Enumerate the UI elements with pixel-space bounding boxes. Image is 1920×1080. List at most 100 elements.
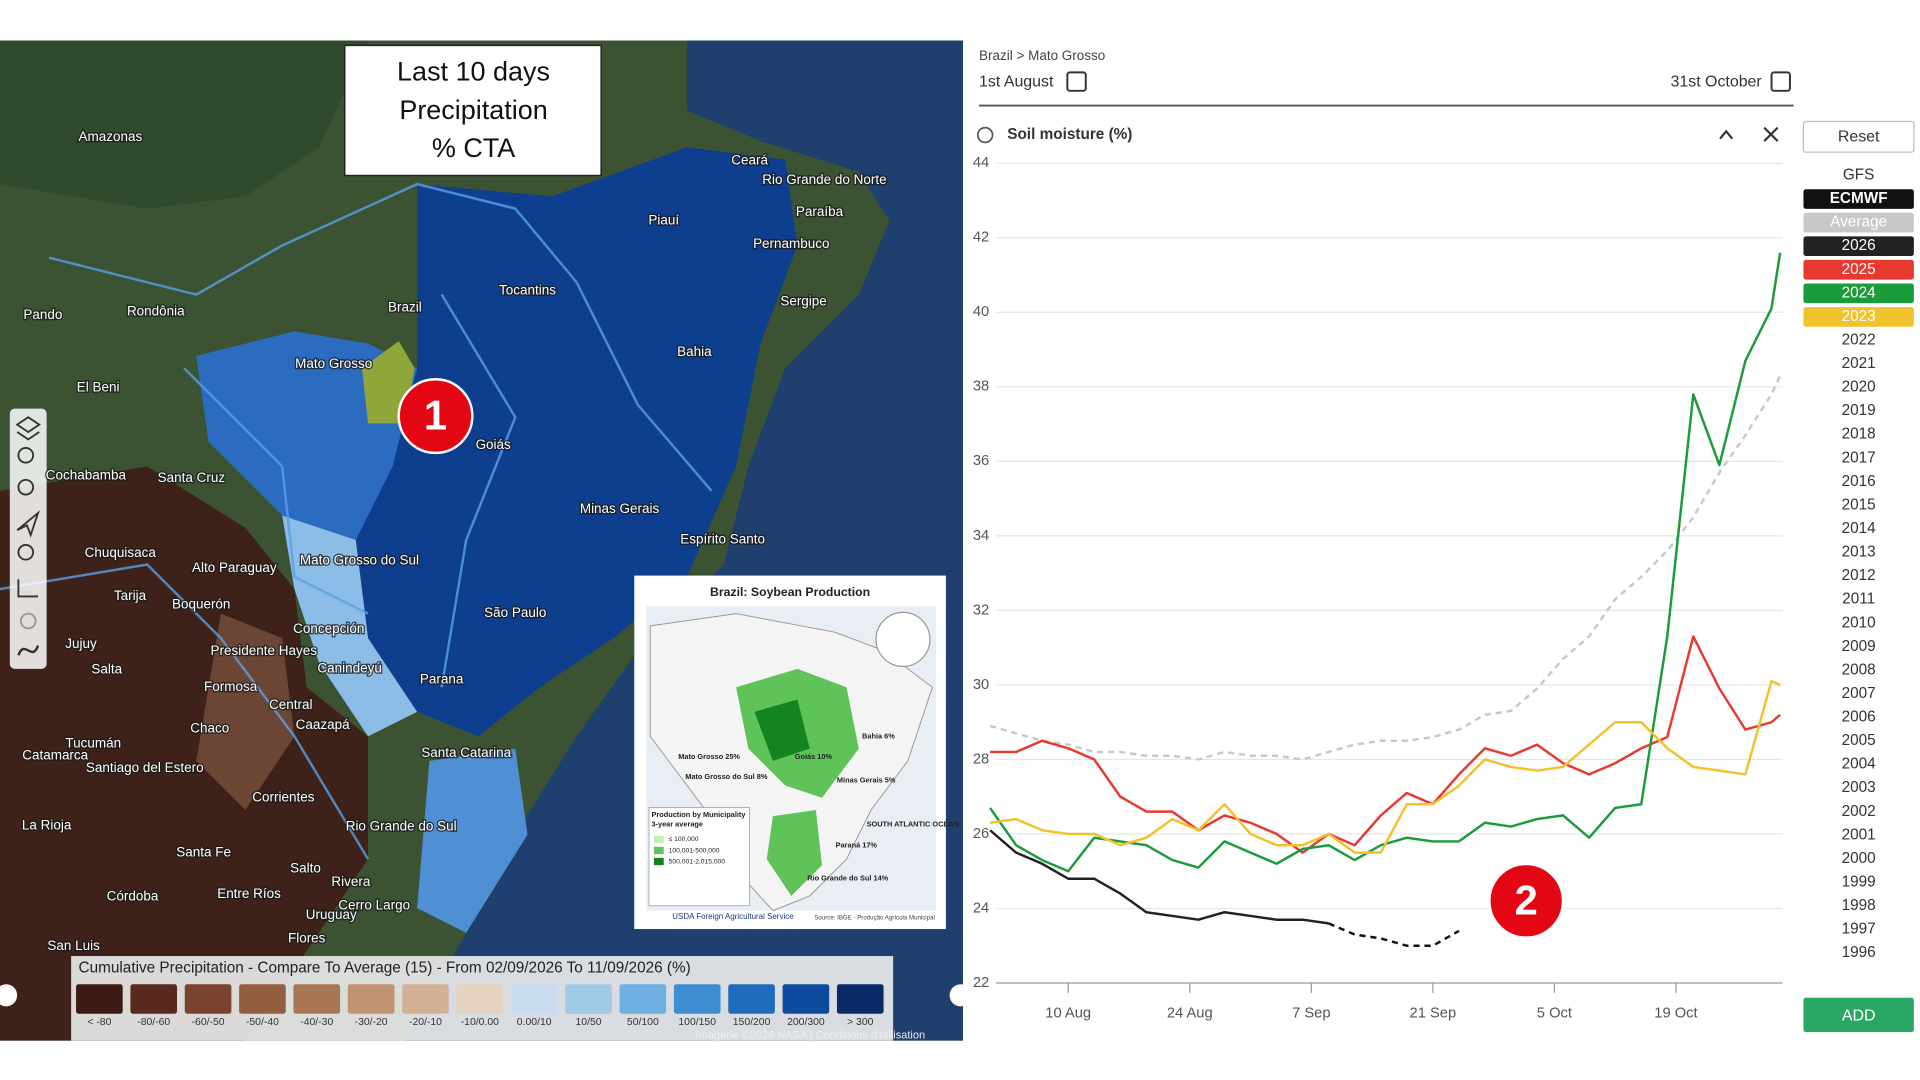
series-line <box>1328 922 1460 947</box>
map-label: Córdoba <box>107 889 159 904</box>
legend-entry[interactable]: 2014 <box>1842 520 1877 537</box>
draw-button[interactable] <box>17 645 40 656</box>
legend-entry[interactable]: 2013 <box>1842 544 1876 561</box>
legend-entry[interactable]: 1996 <box>1842 944 1876 961</box>
prev-button[interactable] <box>0 984 18 1007</box>
map-label: Mato Grosso <box>295 356 372 371</box>
map-label: Rondônia <box>127 303 185 318</box>
map-toolbar <box>9 408 47 669</box>
legend-swatch[interactable] <box>1803 212 1914 233</box>
callout-box <box>344 44 602 177</box>
x-tick-label: 19 Oct <box>1654 1006 1697 1022</box>
legend-entry[interactable]: 2019 <box>1842 402 1876 419</box>
legend-swatch[interactable] <box>1803 236 1914 257</box>
close-button[interactable] <box>1763 126 1779 142</box>
inset-legend <box>648 807 750 907</box>
annotation-2: 2 <box>1488 862 1565 939</box>
legend-entry[interactable]: 2008 <box>1842 661 1876 678</box>
inset-map: Brazil: Soybean Production Production by… <box>634 575 959 930</box>
y-tick-label: 34 <box>973 528 989 544</box>
annotation-marker <box>397 378 474 455</box>
legend-entry[interactable]: 2018 <box>1842 426 1876 443</box>
map-label: Espírito Santo <box>680 532 765 547</box>
legend-entry[interactable]: 2022 <box>1842 331 1876 348</box>
legend-entry[interactable]: 2004 <box>1842 756 1877 773</box>
legend-entry[interactable]: 2005 <box>1842 732 1876 749</box>
collapse-button[interactable] <box>1719 129 1734 140</box>
legend-entry[interactable]: 2007 <box>1842 685 1876 702</box>
inset-legend-swatch <box>653 846 664 855</box>
legend-bin-label: 100/150 <box>678 1017 716 1028</box>
legend-entry[interactable]: 2012 <box>1842 567 1876 584</box>
inset-soy <box>766 810 822 896</box>
legend-swatch <box>402 984 449 1014</box>
attribution: Imagerie ©2026 NASA | Conditions d'utili… <box>696 1030 926 1042</box>
legend-swatch <box>184 984 232 1014</box>
map-label: Brazil <box>388 300 422 315</box>
legend-entry: 2024 <box>1842 284 1877 301</box>
next-button[interactable] <box>949 984 972 1007</box>
map-label: Corrientes <box>252 789 314 804</box>
add-button[interactable] <box>1803 997 1914 1033</box>
legend-swatch <box>673 984 721 1014</box>
inset-legend-swatch <box>653 835 664 844</box>
map-label: Cochabamba <box>46 468 127 483</box>
legend-swatch[interactable] <box>1803 189 1914 209</box>
calendar-icon[interactable] <box>1066 71 1087 92</box>
legend-entry[interactable]: 1999 <box>1842 873 1876 890</box>
layers-button[interactable] <box>15 416 41 441</box>
legend-entry[interactable]: 2017 <box>1842 449 1876 466</box>
y-tick-label: 44 <box>973 155 989 171</box>
inset-legend-swatch <box>653 857 664 866</box>
legend-bin-label: -80/-60 <box>137 1017 170 1028</box>
map-label: La Rioja <box>22 818 72 833</box>
legend-entry[interactable]: 2002 <box>1842 803 1876 820</box>
line-chart: 22 24 26 28 30 32 34 36 38 40 42 44 10 Aug 24 Aug 7 Se… <box>973 155 1783 1022</box>
legend-entry[interactable]: 2021 <box>1842 355 1876 372</box>
wet-region <box>282 515 418 737</box>
map-label: Canindeyú <box>317 660 381 675</box>
legend-entry: 2023 <box>1842 308 1876 325</box>
measure-button[interactable] <box>17 579 39 598</box>
zoom-out-button[interactable] <box>17 478 35 496</box>
locate-button[interactable] <box>16 510 40 538</box>
legend-entry[interactable]: 2020 <box>1842 379 1876 396</box>
x-tick-label: 21 Sep <box>1410 1006 1457 1022</box>
legend-entry[interactable]: 2015 <box>1842 496 1876 513</box>
legend-swatch[interactable] <box>1803 283 1914 304</box>
legend-entry[interactable]: GFS <box>1843 167 1875 184</box>
map-label: Paraíba <box>796 204 844 219</box>
legend-entry[interactable]: 2010 <box>1842 614 1876 631</box>
legend-entry[interactable]: 1998 <box>1842 897 1876 914</box>
legend-entry[interactable]: 2016 <box>1842 473 1876 490</box>
legend-entry[interactable]: 2001 <box>1842 826 1876 843</box>
legend-entry[interactable]: 2000 <box>1842 850 1876 867</box>
map-label: Santiago del Estero <box>86 760 204 775</box>
legend-entry[interactable]: 2003 <box>1842 779 1876 796</box>
end-date[interactable]: 31st October <box>1671 73 1763 90</box>
map-label: Santa Fe <box>176 845 231 860</box>
series-line <box>989 829 1329 925</box>
callout-line: Precipitation <box>399 95 547 125</box>
legend-entry[interactable]: 2009 <box>1842 638 1876 655</box>
legend-swatch[interactable] <box>1803 307 1914 327</box>
map-label: Sergipe <box>780 293 826 308</box>
chart-title: Soil moisture (%) <box>1007 126 1132 143</box>
series-line <box>990 635 1781 854</box>
calendar-icon[interactable] <box>1770 71 1791 92</box>
zoom-in-button[interactable] <box>17 447 35 464</box>
target-button[interactable] <box>19 612 37 630</box>
legend-swatch[interactable] <box>1803 259 1914 280</box>
start-date[interactable]: 1st August <box>979 73 1054 90</box>
breadcrumb[interactable]: Brazil > Mato Grosso <box>979 48 1105 63</box>
annotation-1: 1 <box>397 378 474 455</box>
legend-entry[interactable]: 2006 <box>1842 709 1876 726</box>
inset-label: Mato Grosso do Sul 8% <box>685 772 768 781</box>
legend-entry[interactable]: 1997 <box>1842 921 1876 938</box>
y-tick-label: 28 <box>973 751 989 767</box>
inset-legend-title: Production by Municipality <box>651 810 746 819</box>
search-button[interactable] <box>17 543 35 561</box>
reset-button[interactable] <box>1802 120 1915 153</box>
legend-entry[interactable]: 2011 <box>1842 591 1875 608</box>
inset-label: Bahia 6% <box>862 731 895 740</box>
